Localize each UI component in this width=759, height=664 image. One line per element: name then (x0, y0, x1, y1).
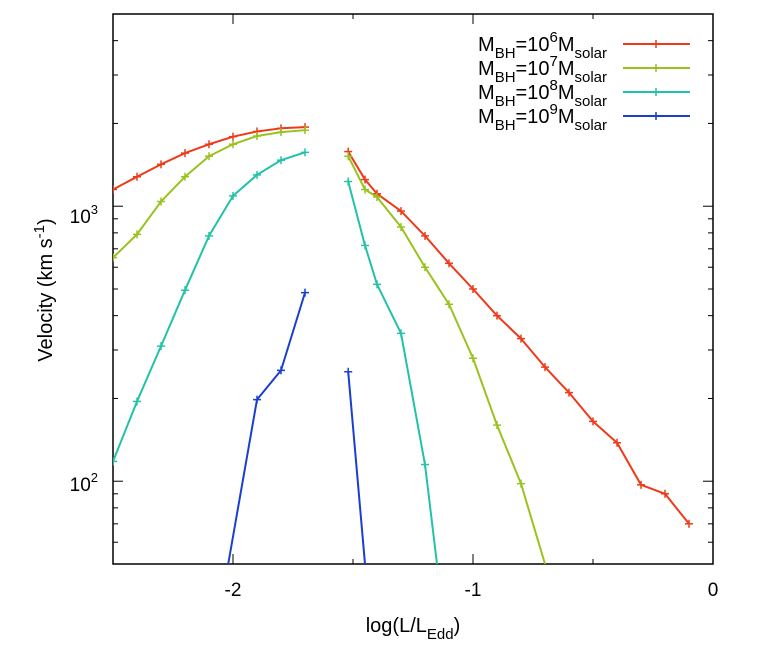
series-3-point-1-5 (205, 231, 213, 240)
x-tick-label-neg2: -2 (225, 580, 242, 601)
series-3-point-2-2 (361, 241, 369, 250)
x-tick-label-neg1: -1 (465, 580, 482, 601)
legend-label-mbh-1e6: MBH=106Msolar (478, 29, 607, 62)
series-3-line-1 (113, 151, 306, 462)
legend-entry-mbh-1e8: MBH=108Msolar (478, 77, 690, 110)
legend-marker-mbh-1e9 (652, 112, 660, 120)
y-axis-ticks (113, 13, 713, 565)
series-3-point-2-5 (421, 460, 429, 469)
y-tick-label-1000: 103 (70, 202, 98, 228)
series-2-point-1-4 (181, 172, 189, 181)
series-3-point-1-3 (157, 342, 165, 351)
series-2-point-2-5 (421, 263, 429, 272)
series-2-point-1-7 (253, 132, 261, 141)
legend-label-mbh-1e7: MBH=107Msolar (478, 53, 607, 86)
series-1-point-2-16 (685, 519, 693, 528)
series-2-point-2-3 (373, 193, 381, 202)
series-2-point-1-9 (301, 126, 309, 135)
series-1-point-1-3 (157, 160, 165, 169)
legend-marker-plus-2 (652, 64, 660, 72)
series-3-point-1-4 (181, 286, 189, 295)
series-2-point-2-2 (361, 185, 369, 194)
series-1-point-1-5 (205, 140, 213, 149)
series-2-point-2-4 (397, 223, 405, 232)
series-2-line-2 (347, 155, 546, 564)
series-1-point-2-10 (541, 363, 549, 372)
series-1-point-2-2 (361, 175, 369, 184)
series-2-point-1-5 (205, 152, 213, 161)
series-1-point-1-6 (229, 132, 237, 141)
series-1-point-2-12 (589, 417, 597, 426)
series-1-point-2-6 (445, 259, 453, 268)
series-4-line-1 (227, 292, 306, 564)
legend-marker-plus-4 (652, 112, 660, 120)
series-4-point-2-1 (344, 367, 353, 376)
series-1-point-2-7 (469, 285, 477, 293)
series-2-point-1-2 (133, 230, 141, 239)
legend-marker-plus-1 (652, 40, 660, 48)
series-4-point-1-2 (253, 395, 261, 404)
series-1-point-2-11 (565, 388, 573, 397)
series-2-point-2-7 (469, 354, 477, 363)
y-tick-label-100: 102 (70, 470, 98, 496)
series-4 (227, 288, 366, 564)
series-2-point-2-9 (517, 479, 525, 488)
series-2-point-2-6 (445, 300, 453, 309)
series-1-point-2-5 (421, 231, 429, 240)
series-1-point-1-4 (181, 149, 189, 158)
series-3-point-1-8 (277, 156, 285, 165)
series-3 (113, 148, 438, 564)
series-1-line-2 (347, 151, 690, 525)
legend-marker-mbh-1e6 (652, 40, 660, 48)
series-1-point-2-9 (517, 334, 525, 343)
legend-marker-plus-3 (652, 88, 660, 96)
series-4-point-1-3 (277, 366, 285, 375)
legend-label-mbh-1e8: MBH=108Msolar (478, 77, 607, 110)
series-4-line-2 (347, 371, 366, 564)
series-3-point-2-3 (373, 280, 381, 289)
series-1-point-1-2 (133, 172, 141, 181)
x-axis-title: log(L/LEdd) (366, 615, 461, 643)
series-3-point-1-9 (301, 148, 309, 157)
series-3-point-1-7 (253, 170, 261, 179)
legend-marker-mbh-1e8 (652, 88, 660, 96)
legend-entry-mbh-1e6: MBH=106Msolar (478, 29, 690, 62)
legend: MBH=106Msolar MBH=107Msolar MBH=108Msola… (478, 29, 690, 134)
series-1-point-2-4 (397, 207, 405, 216)
y-axis-tick-labels: 103 102 (70, 202, 98, 496)
series-3-point-2-4 (397, 329, 405, 338)
series-1-point-2-15 (661, 489, 669, 498)
series-1 (113, 123, 693, 528)
x-axis-tick-labels: -2 -1 0 (225, 580, 719, 601)
series-1-point-2-13 (613, 438, 621, 447)
legend-entry-mbh-1e7: MBH=107Msolar (478, 53, 690, 86)
series-layer (113, 123, 693, 564)
series-2 (113, 126, 546, 564)
y-axis-title: Velocity (km s-1) (31, 218, 57, 361)
plot-frame (112, 13, 714, 565)
series-2-point-1-6 (229, 140, 237, 149)
series-2-point-1-8 (277, 128, 285, 137)
x-tick-label-0: 0 (708, 580, 719, 601)
series-3-point-1-1 (113, 457, 117, 466)
legend-entry-mbh-1e9: MBH=109Msolar (478, 101, 690, 134)
x-axis-ticks (232, 14, 714, 564)
series-2-point-2-8 (493, 421, 501, 430)
series-1-point-2-8 (493, 311, 501, 320)
series-3-line-2 (347, 181, 438, 564)
series-2-point-2-1 (344, 152, 353, 161)
series-1-point-2-14 (637, 480, 645, 489)
series-3-point-2-1 (344, 177, 353, 186)
series-3-point-1-2 (133, 397, 141, 406)
series-2-point-1-1 (113, 253, 117, 262)
legend-marker-mbh-1e7 (652, 64, 660, 72)
series-2-point-1-3 (157, 197, 165, 206)
series-1-point-1-1 (113, 185, 117, 194)
series-4-point-1-4 (301, 288, 309, 297)
legend-label-mbh-1e9: MBH=109Msolar (478, 101, 607, 134)
series-3-point-1-6 (229, 191, 237, 200)
